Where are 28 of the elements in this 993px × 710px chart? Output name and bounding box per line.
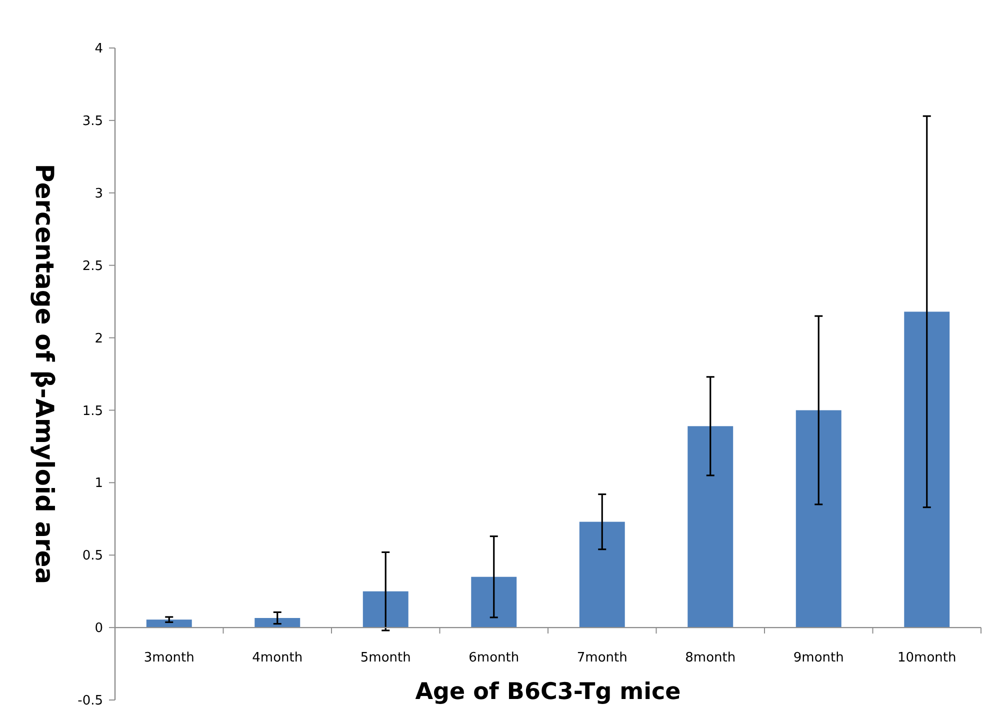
- y-tick-label: 4: [94, 42, 103, 57]
- y-axis-title: Percentage of β-Amyloid area: [30, 164, 59, 584]
- y-tick-label: 2: [94, 331, 103, 346]
- y-tick-label: 0: [94, 621, 103, 636]
- x-tick-label: 5month: [360, 650, 411, 666]
- bar: [796, 410, 842, 628]
- bar: [362, 591, 408, 628]
- y-tick-label: 1: [94, 476, 103, 492]
- y-tick-label: -0.5: [78, 694, 103, 709]
- y-tick-label: 3: [94, 186, 103, 202]
- x-tick-label: 10month: [898, 650, 956, 666]
- bar: [254, 618, 300, 628]
- x-tick-label: 6month: [468, 650, 520, 666]
- y-tick-label: 3.5: [82, 114, 103, 129]
- x-tick-label: 9month: [793, 650, 844, 666]
- y-tick-label: 1.5: [82, 404, 103, 419]
- x-tick-label: 7month: [576, 650, 628, 666]
- x-axis-title: Age of B6C3-Tg mice: [415, 679, 681, 705]
- x-tick-label: 8month: [685, 650, 736, 666]
- bar: [579, 522, 625, 628]
- bar: [904, 312, 950, 628]
- y-tick-label: 2.5: [82, 258, 103, 274]
- bar: [471, 576, 517, 628]
- x-tick-label: 3month: [144, 650, 194, 666]
- y-tick-label: 0.5: [82, 548, 103, 564]
- x-tick-label: 4month: [252, 650, 303, 666]
- bar: [146, 620, 192, 628]
- bar: [688, 426, 734, 628]
